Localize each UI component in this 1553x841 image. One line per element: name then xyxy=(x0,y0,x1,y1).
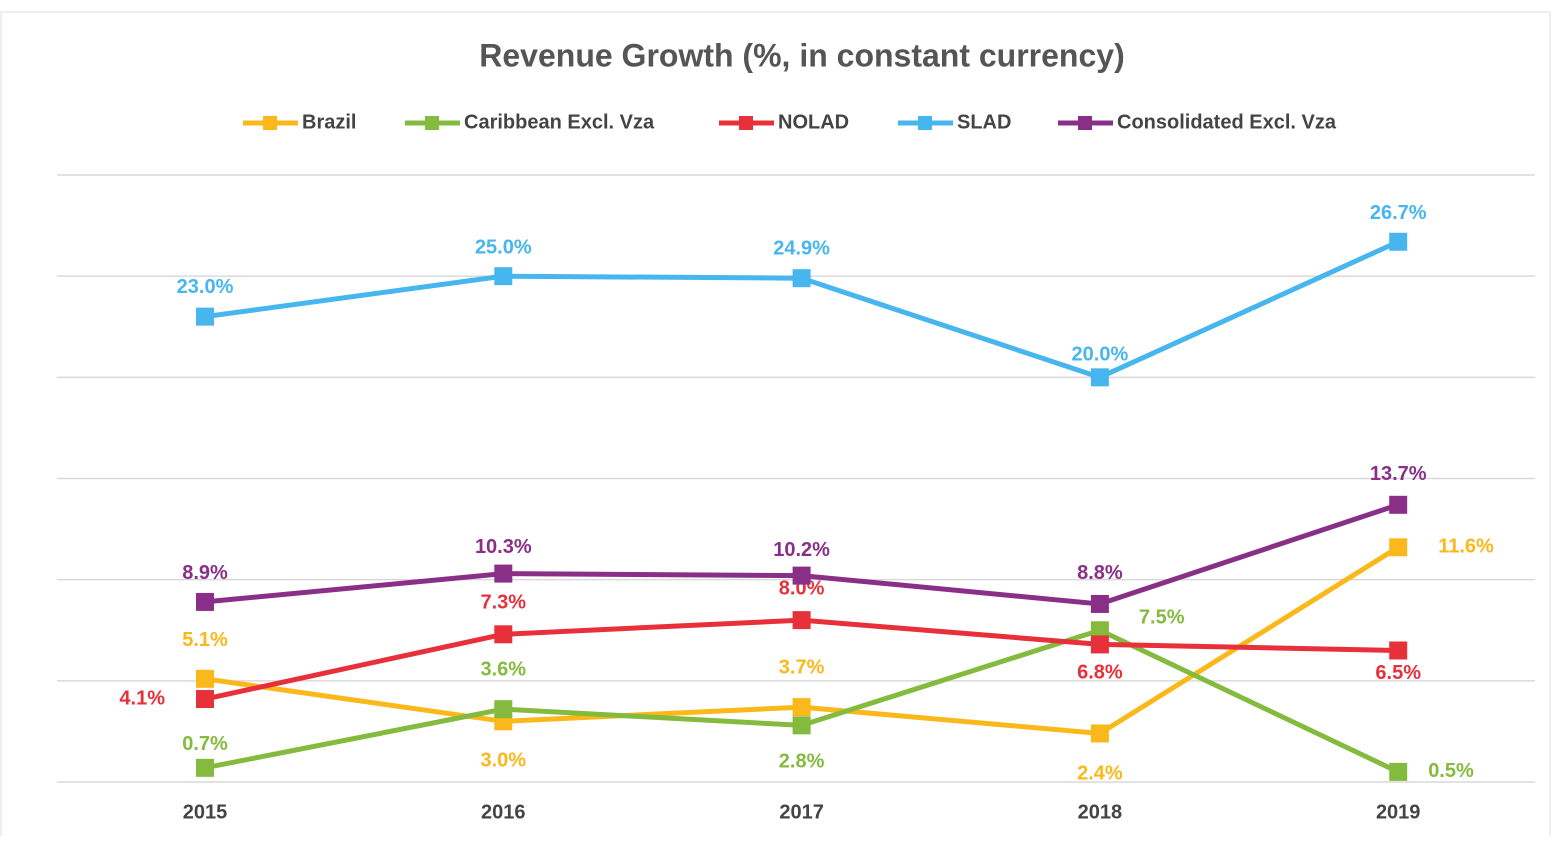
legend-marker xyxy=(918,116,932,130)
data-point xyxy=(494,625,513,644)
data-point xyxy=(792,566,811,585)
data-label: 8.9% xyxy=(182,562,228,584)
data-point xyxy=(792,611,811,630)
data-point xyxy=(1090,621,1109,640)
x-tick-label: 2016 xyxy=(481,801,526,823)
data-point xyxy=(792,269,811,288)
data-label: 8.0% xyxy=(779,577,825,599)
data-point xyxy=(196,592,214,611)
data-label: 6.8% xyxy=(1077,662,1123,684)
legend-marker xyxy=(1078,116,1092,130)
chart-title: Revenue Growth (%, in constant currency) xyxy=(479,37,1124,73)
data-label: 7.3% xyxy=(481,592,527,614)
data-label: 3.6% xyxy=(481,658,527,680)
legend-label: Caribbean Excl. Vza xyxy=(464,111,655,133)
data-label: 25.0% xyxy=(475,236,532,258)
legend-label: SLAD xyxy=(957,111,1011,133)
legend-label: NOLAD xyxy=(778,111,849,133)
data-label: 6.5% xyxy=(1375,662,1421,684)
data-label: 24.9% xyxy=(773,237,830,259)
data-point xyxy=(196,690,214,709)
data-label: 11.6% xyxy=(1438,536,1494,558)
data-point xyxy=(494,267,513,286)
legend-marker xyxy=(425,116,439,130)
data-point xyxy=(494,564,513,583)
data-label: 8.8% xyxy=(1077,562,1123,584)
data-point xyxy=(196,669,214,688)
data-point xyxy=(792,716,811,735)
x-tick-label: 2018 xyxy=(1078,801,1123,823)
data-label: 23.0% xyxy=(177,276,234,298)
data-label: 2.4% xyxy=(1077,763,1123,785)
data-label: 13.7% xyxy=(1370,463,1427,485)
data-point xyxy=(792,698,811,717)
data-point xyxy=(1090,724,1109,743)
data-point xyxy=(494,700,513,719)
data-point xyxy=(196,758,214,777)
data-point xyxy=(1090,594,1109,613)
data-point xyxy=(1389,538,1408,557)
data-point xyxy=(1090,635,1109,654)
data-label: 7.5% xyxy=(1139,607,1185,629)
data-label: 2.8% xyxy=(779,751,825,773)
data-label: 3.0% xyxy=(481,750,527,772)
data-label: 10.2% xyxy=(773,539,830,561)
data-label: 3.7% xyxy=(779,656,825,678)
x-tick-label: 2017 xyxy=(779,801,824,823)
data-label: 10.3% xyxy=(475,536,532,558)
data-label: 0.5% xyxy=(1428,760,1474,782)
legend-marker xyxy=(739,116,753,130)
data-label: 0.7% xyxy=(182,733,228,755)
data-point xyxy=(1389,641,1408,660)
data-point xyxy=(1090,368,1109,387)
legend-label: Brazil xyxy=(302,111,356,133)
data-label: 5.1% xyxy=(182,629,228,651)
legend-label: Consolidated Excl. Vza xyxy=(1117,111,1337,133)
legend-marker xyxy=(263,116,277,130)
x-tick-label: 2015 xyxy=(183,801,228,823)
data-point xyxy=(1389,232,1408,251)
chart-frame xyxy=(0,11,1551,841)
data-point xyxy=(1389,762,1408,781)
x-tick-label: 2019 xyxy=(1376,801,1421,823)
data-point xyxy=(1389,495,1408,514)
data-label: 20.0% xyxy=(1072,344,1129,366)
data-point xyxy=(196,307,214,326)
data-label: 26.7% xyxy=(1370,202,1427,224)
data-label: 4.1% xyxy=(119,687,165,709)
